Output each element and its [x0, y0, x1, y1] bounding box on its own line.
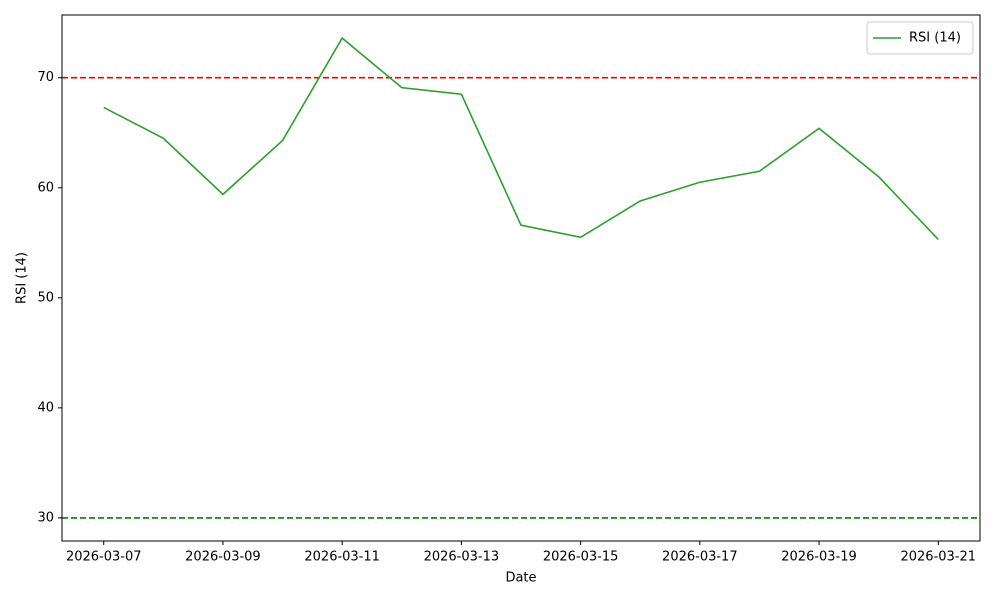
plot-frame	[61, 14, 981, 542]
y-axis-label: RSI (14)	[15, 252, 30, 304]
x-tick-label: 2026-03-21	[900, 550, 976, 565]
y-tick-label: 60	[37, 180, 54, 195]
y-tick-label: 30	[37, 510, 54, 525]
y-tick-label: 70	[37, 70, 54, 85]
x-tick-label: 2026-03-09	[185, 550, 261, 565]
x-tick-label: 2026-03-07	[66, 550, 142, 565]
legend-label: RSI (14)	[909, 31, 961, 46]
x-tick-label: 2026-03-19	[781, 550, 857, 565]
x-tick-label: 2026-03-17	[662, 550, 738, 565]
y-tick-label: 50	[37, 290, 54, 305]
legend-box	[866, 21, 974, 55]
x-tick-label: 2026-03-15	[543, 550, 619, 565]
y-tick-label: 40	[37, 400, 54, 415]
x-tick-label: 2026-03-11	[304, 550, 380, 565]
legend: RSI (14)	[866, 21, 974, 55]
x-axis-label: Date	[505, 571, 536, 586]
line	[103, 36, 939, 241]
x-tick-label: 2026-03-13	[424, 550, 500, 565]
